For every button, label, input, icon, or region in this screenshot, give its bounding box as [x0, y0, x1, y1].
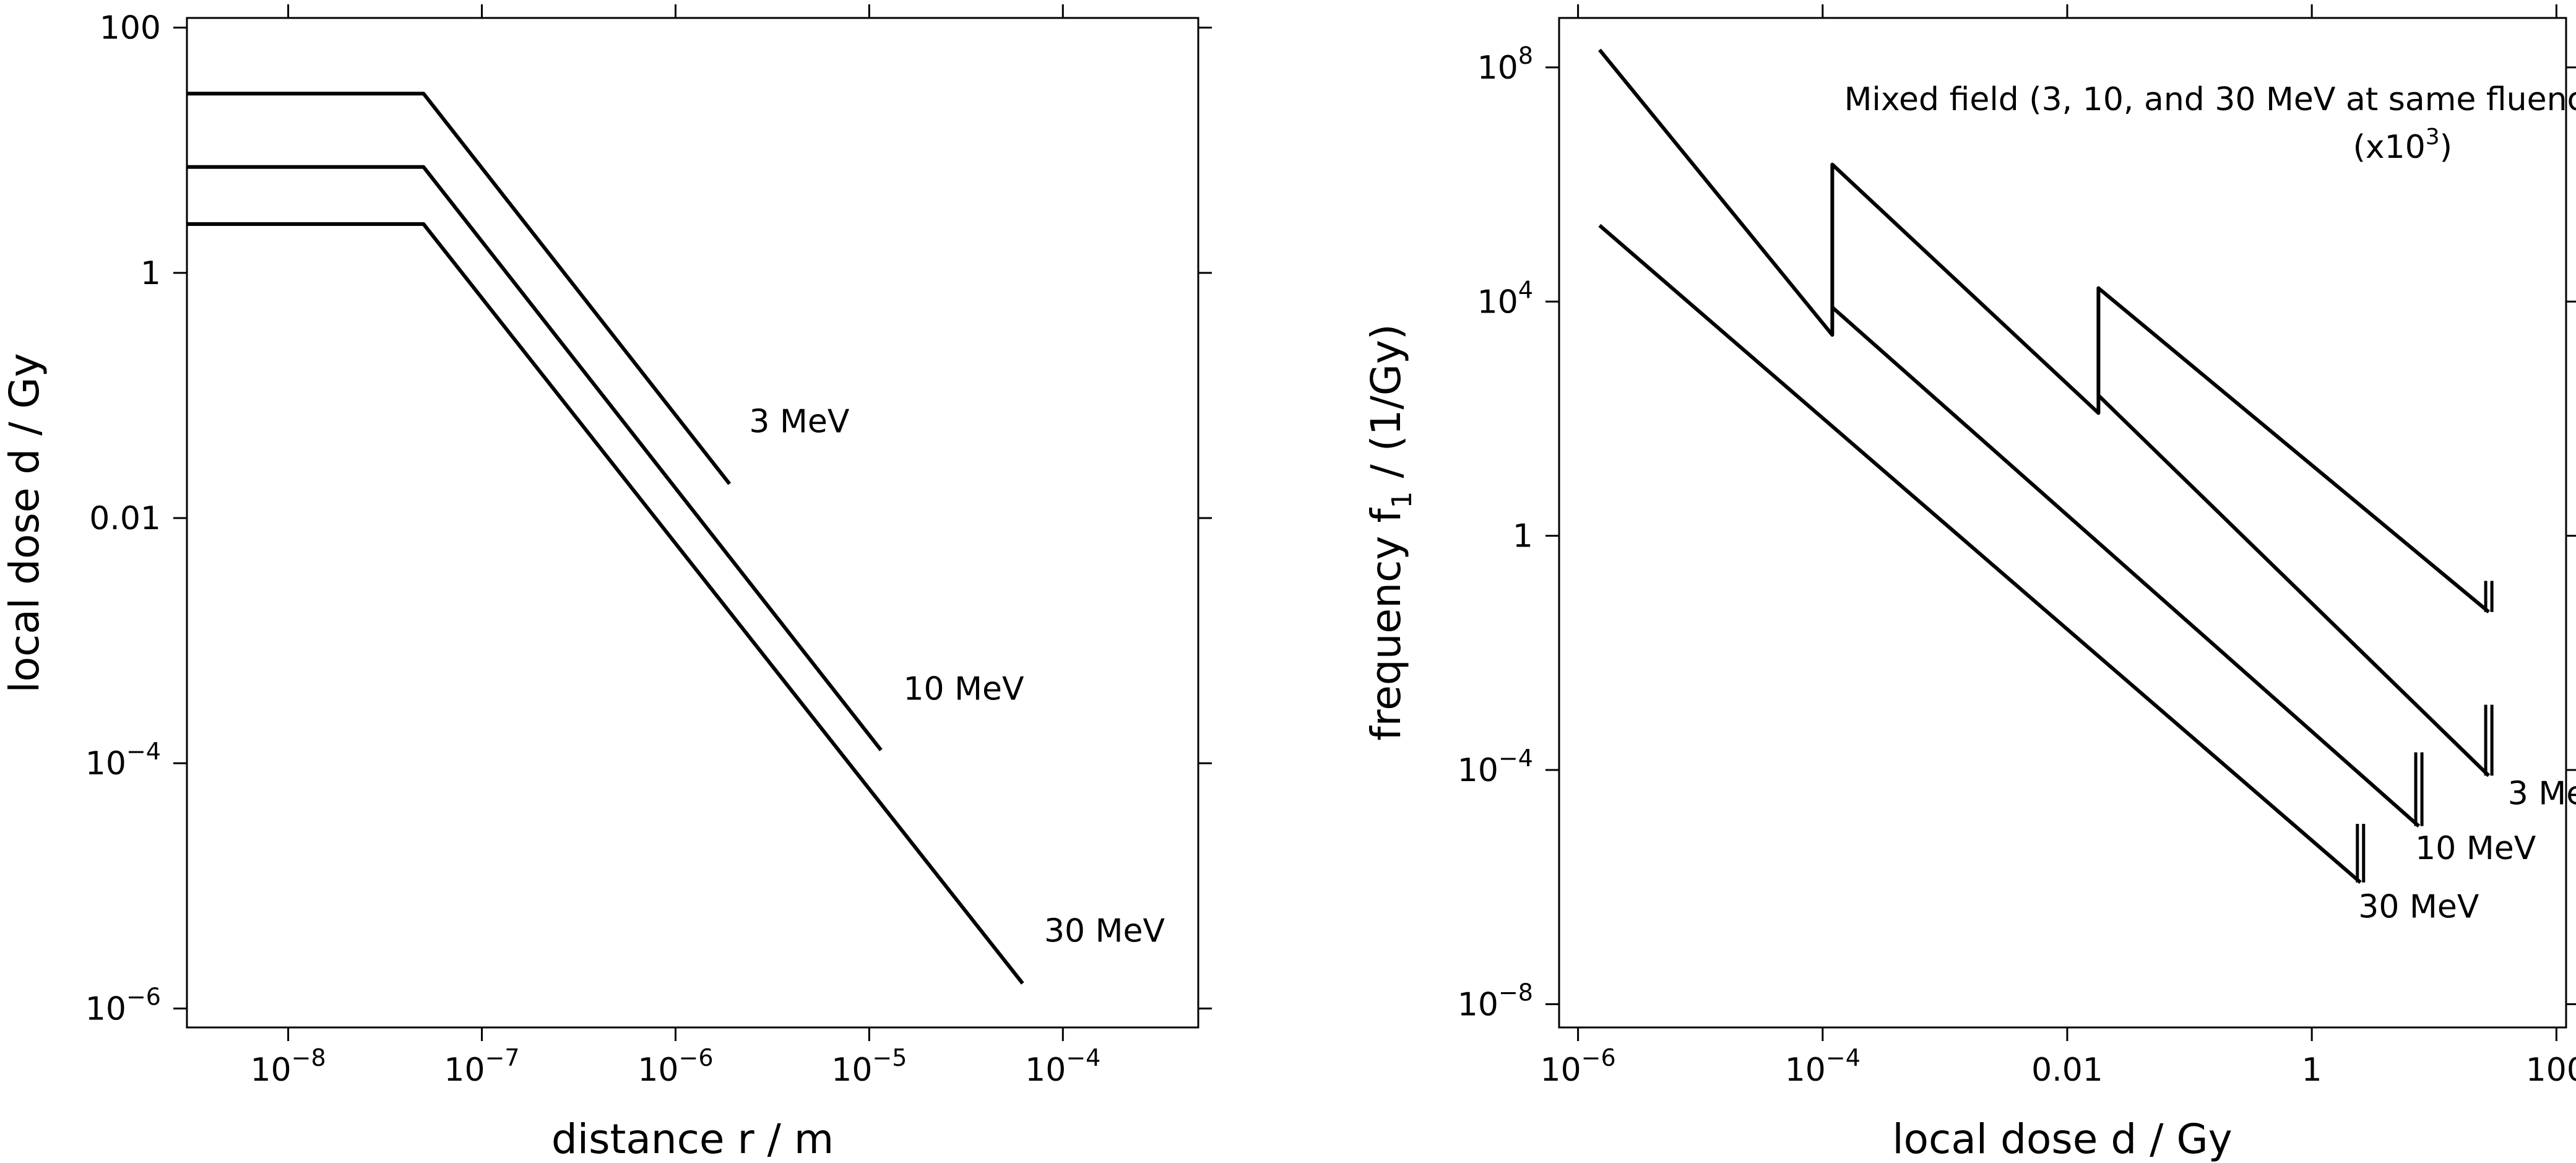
- left-label-30-mev: 30 MeV: [1044, 913, 1165, 950]
- right-x-tick-label-base: 0.01: [2031, 1052, 2103, 1089]
- right-y-title-sub: 1: [1386, 491, 1418, 508]
- right-x-tick-label: 10−4: [1785, 1044, 1861, 1089]
- left-x-tick-label-base: 10: [638, 1052, 678, 1089]
- right-y-tick-label-base: 10: [1458, 986, 1498, 1023]
- left-label-3-mev: 3 MeV: [749, 404, 849, 441]
- right-y-tick-label-exp: 4: [1518, 276, 1533, 303]
- left-labels: 3 MeV 10 MeV 30 MeV: [749, 404, 1165, 950]
- left-y-tick-label-exp: −4: [126, 738, 161, 765]
- left-x-tick-label-exp: −5: [872, 1044, 907, 1071]
- mixed-field-factor-prefix: (x10: [2353, 129, 2426, 166]
- left-x-tick-label-exp: −7: [485, 1044, 520, 1071]
- left-y-axis-title: local dose d / Gy: [1, 353, 48, 693]
- right-x-tick-label: 100: [2526, 1052, 2576, 1089]
- left-y-tick-label-base: 10: [85, 990, 126, 1027]
- right-curve-3-mev: [2097, 394, 2491, 777]
- left-y-tick-label-base: 100: [100, 10, 161, 47]
- left-x-tick-label-exp: −6: [679, 1044, 714, 1071]
- right-spike-mixed-field: [2484, 581, 2494, 612]
- right-y-tick-label-exp: −8: [1498, 979, 1533, 1006]
- right-y-tick-label: 1: [1513, 518, 1533, 555]
- right-y-tick-label-base: 10: [1458, 752, 1498, 789]
- right-y-tick-label: 108: [1477, 42, 1533, 87]
- left-y-tick-label: 10−4: [85, 738, 161, 782]
- right-x-tick-label-exp: −4: [1826, 1044, 1861, 1071]
- left-y-tick-label-base: 10: [85, 745, 126, 782]
- right-y-axis-title: frequency f1 / (1/Gy): [1362, 324, 1418, 740]
- right-label-10-mev: 10 MeV: [2415, 830, 2536, 867]
- left-x-tick-label-exp: −4: [1066, 1044, 1100, 1071]
- left-y-tick-label: 1: [140, 255, 161, 292]
- left-x-tick-label: 10−5: [831, 1044, 907, 1089]
- left-x-tick-label-exp: −8: [292, 1044, 326, 1071]
- left-x-tick-label: 10−8: [251, 1044, 326, 1089]
- right-spike-10-mev: [2414, 752, 2424, 826]
- right-curves: [1598, 48, 2494, 884]
- right-label-30-mev: 30 MeV: [2358, 889, 2479, 926]
- right-curve-mixed-field: [1598, 48, 2491, 614]
- right-x-tick-label-base: 1: [2302, 1052, 2322, 1089]
- right-labels: 30 MeV 10 MeV 3 MeV: [2358, 775, 2576, 925]
- left-x-tick-label-base: 10: [444, 1052, 485, 1089]
- left-y-tick-label-exp: −6: [126, 983, 161, 1010]
- right-spike-30-mev: [2356, 824, 2366, 883]
- right-plot-frame: [1558, 17, 2567, 1029]
- left-x-tick-label-base: 10: [831, 1052, 872, 1089]
- right-y-tick-label-base: 10: [1477, 50, 1518, 87]
- right-x-tick-label: 1: [2302, 1052, 2322, 1089]
- mixed-field-factor-suffix: ): [2440, 129, 2452, 166]
- right-y-tick-label-exp: −4: [1498, 745, 1533, 772]
- right-x-axis-title: local dose d / Gy: [1892, 1115, 2232, 1163]
- right-x-tick-label-base: 10: [1541, 1052, 1581, 1089]
- right-y-tick-label: 10−8: [1458, 979, 1533, 1023]
- left-x-tick-label: 10−7: [444, 1044, 519, 1089]
- right-label-3-mev: 3 MeV: [2508, 775, 2576, 812]
- left-x-tick-label: 10−6: [638, 1044, 713, 1089]
- right-y-title-main: frequency f: [1362, 508, 1410, 741]
- left-x-tick-label-base: 10: [251, 1052, 292, 1089]
- left-curves: [187, 92, 1024, 985]
- right-y-tick-label-exp: 8: [1518, 42, 1533, 69]
- left-x-tick-label-base: 10: [1025, 1052, 1066, 1089]
- left-curve-3-mev: [187, 92, 732, 485]
- left-curve-10-mev: [187, 165, 883, 751]
- right-y-tick-label: 104: [1477, 276, 1533, 321]
- right-y-tick-label-base: 1: [1513, 518, 1533, 555]
- left-y-tick-label: 100: [100, 10, 161, 47]
- right-y-tick-label: 10−4: [1458, 745, 1533, 789]
- left-x-tick-label: 10−4: [1025, 1044, 1100, 1089]
- mixed-field-factor-exp: 3: [2426, 124, 2440, 150]
- mixed-field-annotation: Mixed field (3, 10, and 30 MeV at same f…: [1844, 81, 2576, 118]
- right-y-tick-label-base: 10: [1477, 283, 1518, 321]
- left-plot-frame: [186, 17, 1199, 1029]
- left-y-tick-label-base: 1: [140, 255, 161, 292]
- right-curve-30-mev: [1598, 223, 2362, 884]
- left-y-tick-label: 0.01: [89, 500, 161, 537]
- left-y-tick-label: 10−6: [85, 983, 161, 1027]
- right-x-tick-label: 0.01: [2031, 1052, 2103, 1089]
- left-x-axis-title: distance r / m: [551, 1115, 834, 1163]
- left-label-10-mev: 10 MeV: [903, 670, 1024, 707]
- right-curve-10-mev: [1831, 306, 2421, 828]
- left-y-tick-label-base: 0.01: [89, 500, 161, 537]
- right-x-tick-label-base: 100: [2526, 1052, 2576, 1089]
- right-y-title-suffix: / (1/Gy): [1362, 324, 1410, 491]
- right-x-tick-label: 10−6: [1541, 1044, 1616, 1089]
- mixed-field-factor: (x103): [2353, 124, 2452, 166]
- right-x-tick-label-base: 10: [1785, 1052, 1826, 1089]
- right-spike-3-mev: [2484, 704, 2494, 776]
- right-x-tick-label-exp: −6: [1581, 1044, 1616, 1071]
- left-curve-30-mev: [187, 222, 1024, 985]
